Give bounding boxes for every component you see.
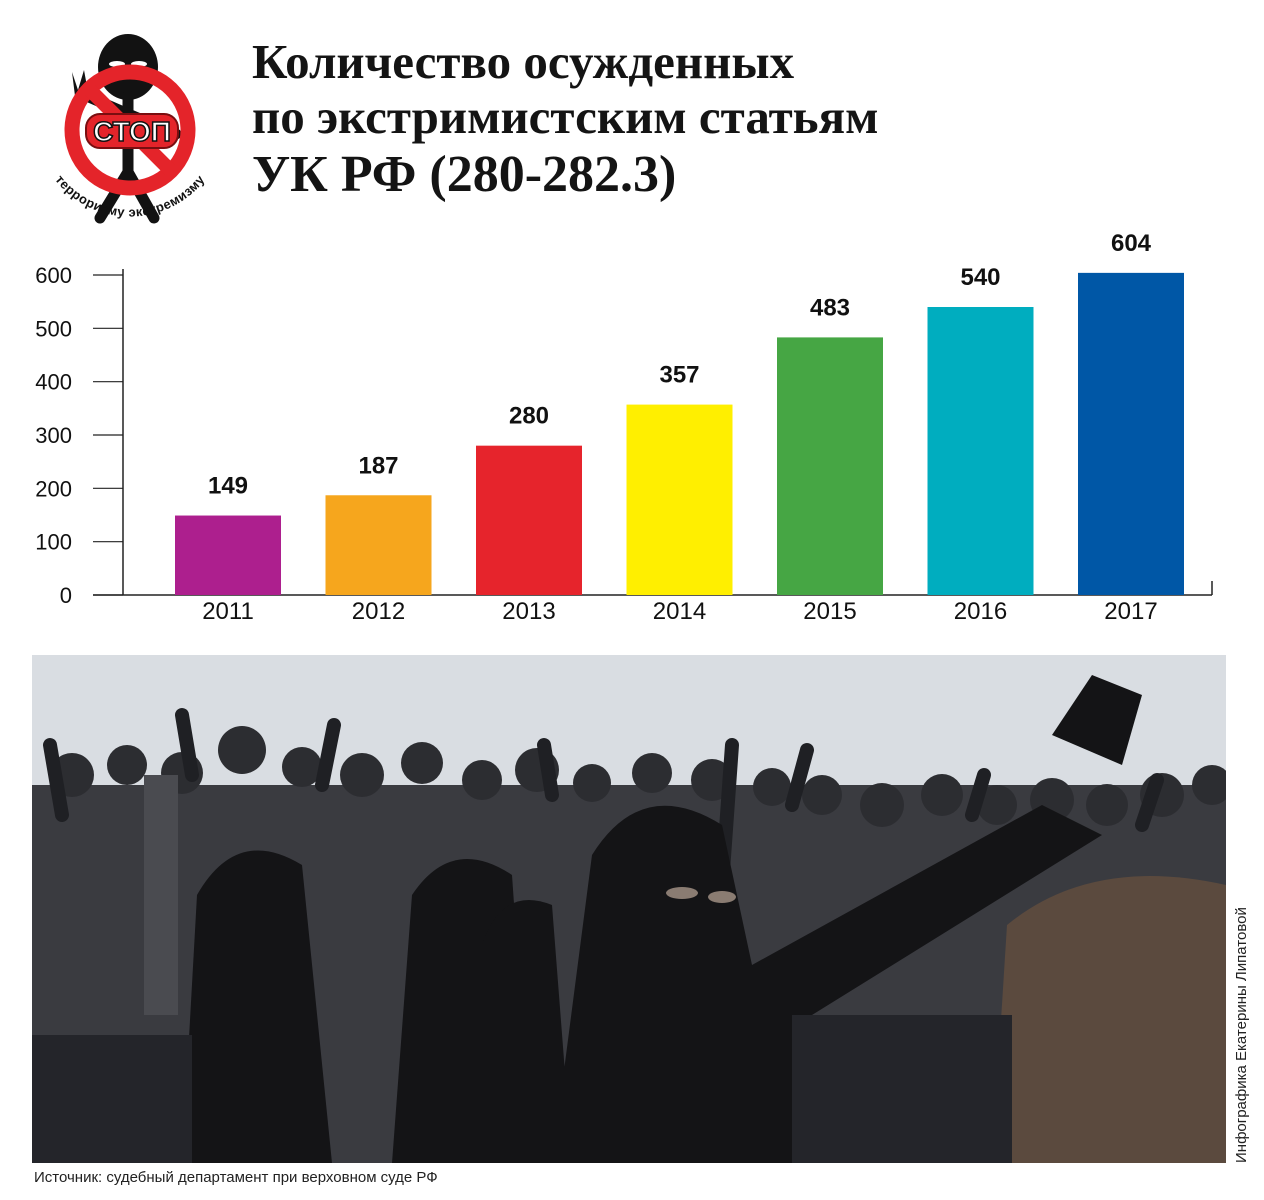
data-label-2016: 540 <box>960 264 1000 291</box>
data-label-2012: 187 <box>358 452 398 479</box>
data-label-2017: 604 <box>1111 230 1152 257</box>
crowd-photo <box>32 655 1226 1163</box>
y-tick-label: 600 <box>35 263 72 288</box>
y-tick-label: 500 <box>35 316 72 341</box>
title-line-2: по экстримистским статьям <box>252 89 879 144</box>
y-tick-label: 400 <box>35 370 72 395</box>
x-tick-label-2012: 2012 <box>352 598 405 625</box>
chart-title: Количество осужденных по экстримистским … <box>252 34 878 206</box>
data-label-2014: 357 <box>659 362 699 389</box>
bar-chart: 0 100 200 300 400 500 600 149 2011 187 2012 280 2013… <box>35 230 1213 625</box>
raised-arms <box>43 708 1164 892</box>
data-label-2011: 149 <box>208 473 248 500</box>
x-tick-label-2013: 2013 <box>502 598 555 625</box>
x-tick-label-2011: 2011 <box>202 598 254 625</box>
bar-2012 <box>325 495 432 595</box>
bar-2011 <box>175 515 281 595</box>
x-tick-label-2015: 2015 <box>803 598 856 625</box>
mask-eyes <box>666 887 736 903</box>
bar-2014 <box>626 404 733 595</box>
lamppost <box>144 775 178 1015</box>
bar-2016 <box>927 307 1034 595</box>
y-tick-label: 200 <box>35 476 72 501</box>
foreground-coats <box>32 1015 1012 1163</box>
y-tick-label: 100 <box>35 530 72 555</box>
x-tick-label-2016: 2016 <box>954 598 1007 625</box>
y-tick-label: 0 <box>60 583 72 608</box>
stop-extremism-logo: СТОП терроризму экстремизму <box>52 34 207 224</box>
data-label-2013: 280 <box>509 403 549 430</box>
y-tick-label: 300 <box>35 423 72 448</box>
fur-hood <box>992 876 1226 1163</box>
infographic-credit: Инфографика Екатерины Липатовой <box>1233 907 1250 1163</box>
x-tick-label-2014: 2014 <box>653 598 706 625</box>
bar-2015 <box>777 337 883 595</box>
bar-2017 <box>1078 272 1184 595</box>
title-line-3: УК РФ (280-282.3) <box>252 146 677 203</box>
data-label-2015: 483 <box>810 294 850 321</box>
x-tick-label-2017: 2017 <box>1104 598 1157 625</box>
bar-2013 <box>476 445 582 595</box>
logo-stop-text: СТОП <box>93 116 171 147</box>
title-line-1: Количество осужденных <box>252 34 795 89</box>
source-note: Источник: судебный департамент при верхо… <box>34 1169 438 1186</box>
